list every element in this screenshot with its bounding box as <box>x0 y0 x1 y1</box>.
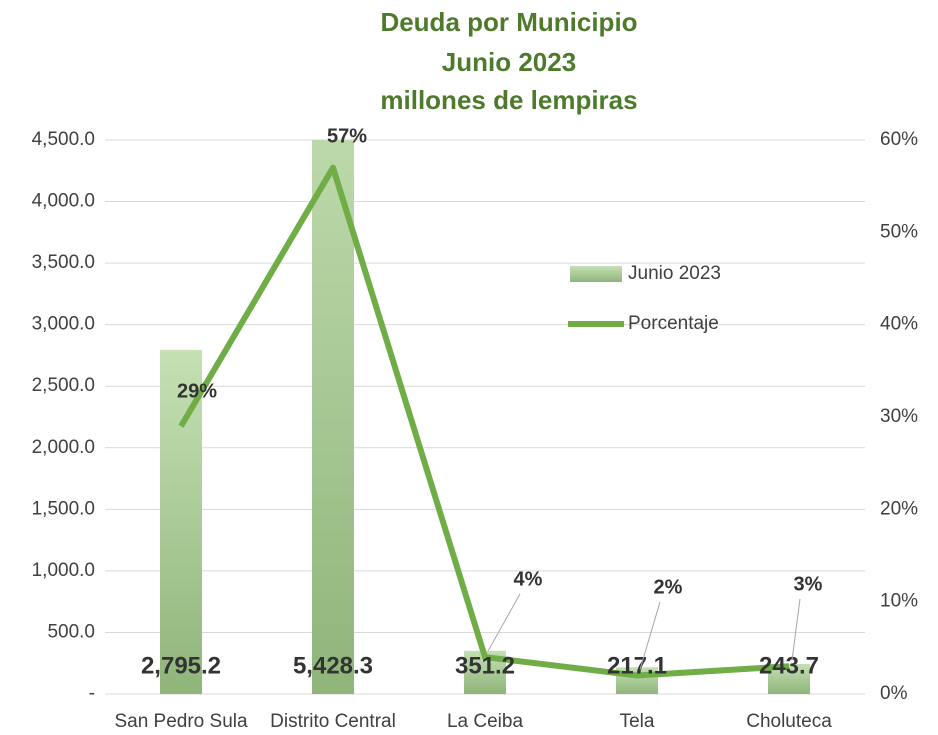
y-tick-label: 500.0 <box>47 621 95 642</box>
y-tick-label: - <box>89 683 95 704</box>
leader-line <box>791 598 801 661</box>
y-tick-label: 4,500.0 <box>32 129 95 150</box>
bar <box>312 140 354 695</box>
y2-tick-label: 0% <box>880 683 908 704</box>
y2-tick-label: 50% <box>880 221 918 242</box>
x-tick-label: San Pedro Sula <box>114 711 248 732</box>
data-label: 2% <box>654 576 683 598</box>
chart-title: Junio 2023 <box>442 47 576 77</box>
data-label: 4% <box>514 568 543 590</box>
x-tick-label: Tela <box>620 711 655 732</box>
x-tick-label: Choluteca <box>746 711 832 732</box>
data-label: 2,795.2 <box>141 652 221 679</box>
data-label: 217.1 <box>607 652 667 679</box>
legend-label: Porcentaje <box>628 313 719 334</box>
y-tick-label: 2,000.0 <box>32 437 95 458</box>
leader-line <box>639 601 661 670</box>
legend-swatch <box>570 266 622 282</box>
y2-tick-label: 10% <box>880 591 918 612</box>
legend-label: Junio 2023 <box>628 263 721 284</box>
y-tick-label: 3,000.0 <box>32 314 95 335</box>
x-tick-label: Distrito Central <box>270 711 396 732</box>
chart-title: millones de lempiras <box>380 85 637 115</box>
chart-title: Deuda por Municipio <box>380 7 637 37</box>
x-tick-label: La Ceiba <box>447 711 523 732</box>
line <box>178 164 790 679</box>
y2-tick-label: 30% <box>880 406 918 427</box>
data-label: 5,428.3 <box>293 652 373 679</box>
leader-line <box>487 593 521 652</box>
data-label: 243.7 <box>759 652 819 679</box>
y2-tick-label: 20% <box>880 498 918 519</box>
y-tick-label: 1,000.0 <box>32 560 95 581</box>
y2-tick-label: 60% <box>880 129 918 150</box>
y-tick-label: 3,500.0 <box>32 252 95 273</box>
data-label: 3% <box>794 573 823 595</box>
y-tick-label: 2,500.0 <box>32 375 95 396</box>
data-label: 29% <box>177 380 217 402</box>
data-label: 57% <box>327 125 367 147</box>
y2-tick-label: 40% <box>880 314 918 335</box>
y-tick-label: 4,000.0 <box>32 191 95 212</box>
data-label: 351.2 <box>455 652 515 679</box>
y-tick-label: 1,500.0 <box>32 498 95 519</box>
